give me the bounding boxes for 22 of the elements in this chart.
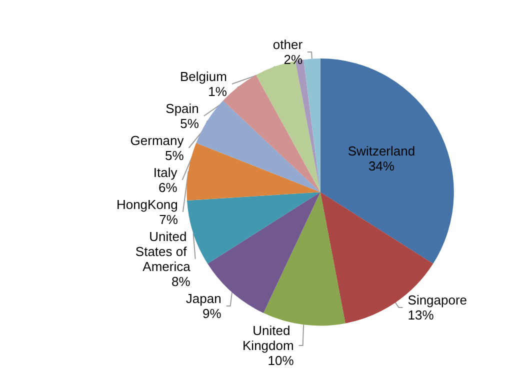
data-label: 6%	[158, 180, 178, 195]
slice-label: United States of America	[135, 229, 192, 274]
slice-label: Singapore	[408, 292, 468, 308]
data-label: 2%	[284, 52, 303, 67]
data-label: 34%	[368, 158, 395, 174]
data-label: 5%	[180, 116, 200, 131]
data-label: 10%	[268, 353, 294, 368]
slice-label: United Kingdom	[242, 323, 294, 353]
data-label: 1%	[208, 84, 228, 99]
slice-label: Germany	[130, 133, 184, 148]
slice-label: other	[272, 37, 304, 52]
data-label: 13%	[408, 308, 434, 323]
slice-label: Belgium	[180, 69, 227, 84]
slice-label: Japan	[186, 291, 222, 306]
data-label: 5%	[164, 148, 184, 163]
slice-label: Spain	[166, 101, 199, 116]
slice-label: Switzerland	[348, 143, 416, 158]
data-label: 9%	[202, 306, 222, 321]
slice-label: Italy	[153, 165, 178, 180]
slice-label: HongKong	[116, 197, 178, 212]
data-label: 7%	[159, 212, 178, 227]
data-label: 8%	[172, 274, 191, 289]
